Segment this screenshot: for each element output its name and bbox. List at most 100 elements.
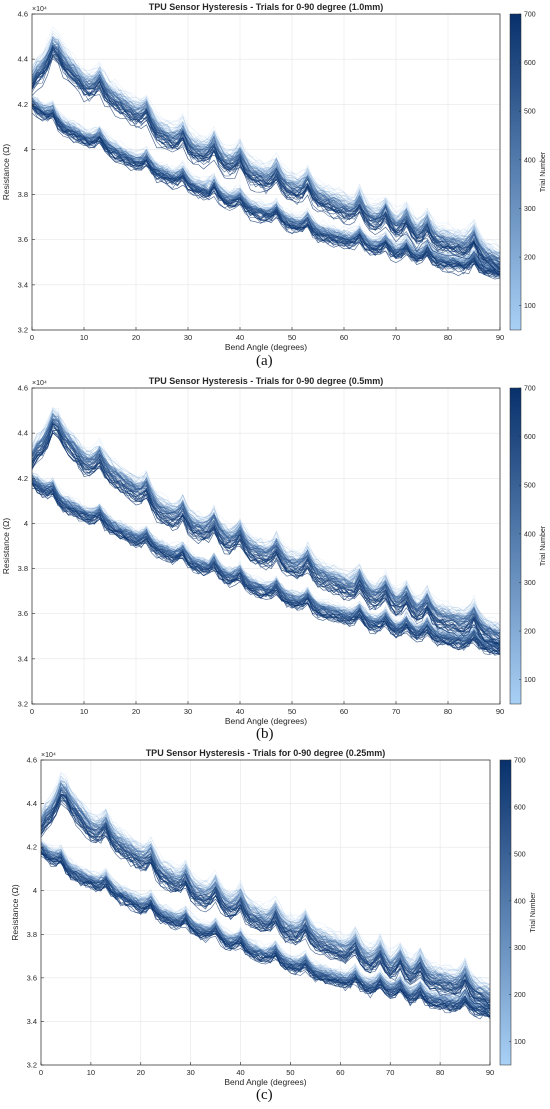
colorbar-label-b: Trial Number xyxy=(540,525,547,566)
colorbar-tick-b-5: 600 xyxy=(524,434,536,441)
panel-label-a: (a) xyxy=(256,353,273,369)
y-tick-label-a-2: 3.6 xyxy=(18,235,28,244)
trial-line-b-2-loading xyxy=(32,407,500,627)
y-exponent-b: ×10⁴ xyxy=(32,380,47,387)
trial-line-a-66-unloading xyxy=(32,105,500,277)
chart-title-a: TPU Sensor Hysteresis - Trials for 0-90 … xyxy=(149,2,384,12)
x-tick-label-b-6: 60 xyxy=(340,707,348,716)
colorbar-tick-a-1: 200 xyxy=(524,255,536,262)
x-tick-label-c-2: 20 xyxy=(137,1068,145,1077)
plot-area-c xyxy=(41,760,490,1065)
y-tick-label-b-4: 4 xyxy=(24,519,28,528)
x-tick-label-c-3: 30 xyxy=(186,1068,194,1077)
x-tick-label-a-5: 50 xyxy=(288,333,296,342)
x-tick-label-b-0: 0 xyxy=(30,707,34,716)
trial-line-b-69-loading xyxy=(32,429,500,650)
trial-line-a-47-loading xyxy=(32,44,500,264)
trial-line-c-27-loading xyxy=(41,785,490,993)
trial-line-c-68-unloading xyxy=(41,851,490,1017)
x-tick-label-b-7: 70 xyxy=(392,707,400,716)
trial-line-a-4-loading xyxy=(32,36,500,254)
colorbar-tick-b-4: 500 xyxy=(524,483,536,490)
y-tick-label-c-4: 4 xyxy=(33,886,37,895)
trial-lines-c xyxy=(41,771,490,1020)
colorbar-tick-a-5: 600 xyxy=(524,60,536,67)
trial-line-c-9-unloading xyxy=(41,840,490,1007)
x-tick-label-c-7: 70 xyxy=(386,1068,394,1077)
x-tick-label-a-6: 60 xyxy=(340,333,348,342)
y-tick-label-a-0: 3.2 xyxy=(18,326,28,335)
colorbar-tick-b-1: 200 xyxy=(524,629,536,636)
trial-line-a-2-unloading xyxy=(32,100,500,268)
axes-box-c xyxy=(40,759,491,1066)
trial-line-a-14-loading xyxy=(32,32,500,248)
trial-line-b-57-loading xyxy=(32,420,500,638)
trial-line-b-41-unloading xyxy=(32,478,500,646)
y-tick-label-b-3: 3.8 xyxy=(18,564,28,573)
chart-b-svg: 0 10 20 30 40 50 60 70 80 90 3.2 3.4 3.6 3.8 4 4.2 4.4 4.… xyxy=(1,376,547,726)
trial-line-c-68-loading xyxy=(41,799,490,1010)
trial-line-b-53-loading xyxy=(32,418,500,635)
x-tick-label-c-6: 60 xyxy=(336,1068,344,1077)
x-tick-label-c-5: 50 xyxy=(286,1068,294,1077)
x-ticks-b: 0 10 20 30 40 50 60 70 80 90 xyxy=(30,701,504,716)
trial-line-b-6-loading xyxy=(32,410,500,630)
y-tick-label-b-0: 3.2 xyxy=(18,700,28,709)
y-tick-label-b-1: 3.4 xyxy=(18,654,28,663)
x-tick-label-a-8: 80 xyxy=(444,333,452,342)
y-tick-label-a-5: 4.2 xyxy=(18,100,28,109)
panel-label-c: (c) xyxy=(256,1087,273,1103)
trial-line-c-57-unloading xyxy=(41,849,490,1014)
x-tick-label-a-2: 20 xyxy=(132,333,140,342)
y-tick-label-a-6: 4.4 xyxy=(18,55,28,64)
x-tick-label-b-8: 80 xyxy=(444,707,452,716)
trial-lines-a xyxy=(32,26,500,280)
y-tick-label-c-7: 4.6 xyxy=(27,756,37,765)
y-tick-label-c-6: 4.4 xyxy=(27,799,37,808)
trial-line-b-19-loading xyxy=(32,412,500,626)
x-tick-label-b-1: 10 xyxy=(80,707,88,716)
colorbar-tick-b-6: 700 xyxy=(524,386,536,393)
x-axis-label-a: Bend Angle (degrees) xyxy=(225,342,307,352)
panel-label-b: (b) xyxy=(256,726,274,742)
colorbar-c: 100 200 300 400 500 600 700 Trial Number xyxy=(499,758,537,1066)
colorbar-tick-a-0: 100 xyxy=(524,303,536,310)
trial-line-c-3-loading xyxy=(41,771,490,985)
chart-panel-c: 0 10 20 30 40 50 60 70 80 90 3.2 3.4 3.6 3.8 4 4.2 4.4 4.… xyxy=(0,746,550,1109)
trial-line-c-1-loading xyxy=(41,772,490,981)
trial-line-a-69-unloading xyxy=(32,112,500,280)
trial-line-c-3-unloading xyxy=(41,838,490,1002)
trial-line-b-67-unloading xyxy=(32,483,500,652)
y-exponent-a: ×10⁴ xyxy=(32,6,47,13)
axes-box-a xyxy=(31,13,501,331)
chart-panel-a: 0 10 20 30 40 50 60 70 80 90 3.2 3.4 3.6 3.8 4 4.2 4.4 4.… xyxy=(0,0,550,370)
y-axis-label-c: Resistance (Ω) xyxy=(10,884,20,941)
colorbar-tick-c-4: 500 xyxy=(514,851,526,858)
trial-line-b-43-loading xyxy=(32,419,500,636)
colorbar-tick-a-6: 700 xyxy=(524,12,536,19)
trial-line-c-10-unloading xyxy=(41,845,490,1008)
colorbar-tick-b-0: 100 xyxy=(524,677,536,684)
trial-line-c-4-unloading xyxy=(41,843,490,1004)
x-ticks-c: 0 10 20 30 40 50 60 70 80 90 xyxy=(39,1062,494,1077)
x-tick-label-a-7: 70 xyxy=(392,333,400,342)
colorbar-b: 100 200 300 400 500 600 700 Trial Number xyxy=(509,386,547,705)
colorbar-label-a: Trial Number xyxy=(540,151,547,192)
trial-line-b-66-unloading xyxy=(32,483,500,655)
trial-line-c-10-loading xyxy=(41,780,490,985)
trial-line-a-11-loading xyxy=(32,36,500,253)
plot-area-a xyxy=(32,14,500,330)
trial-line-b-28-loading xyxy=(32,412,500,635)
trial-line-b-7-unloading xyxy=(32,472,500,644)
x-axis-label-b: Bend Angle (degrees) xyxy=(225,716,307,726)
trial-line-c-5-loading xyxy=(41,774,490,988)
colorbar-a: 100 200 300 400 500 600 700 Trial Number xyxy=(509,12,547,331)
colorbar-tick-c-1: 200 xyxy=(514,992,526,999)
trial-line-c-64-loading xyxy=(41,793,490,1002)
trial-line-c-43-loading xyxy=(41,787,490,996)
x-tick-label-a-1: 10 xyxy=(80,333,88,342)
trial-line-b-22-unloading xyxy=(32,477,500,643)
x-axis-label-c: Bend Angle (degrees) xyxy=(224,1077,306,1087)
colorbar-tick-c-0: 100 xyxy=(514,1039,526,1046)
chart-title-c: TPU Sensor Hysteresis - Trials for 0-90 … xyxy=(146,748,386,758)
